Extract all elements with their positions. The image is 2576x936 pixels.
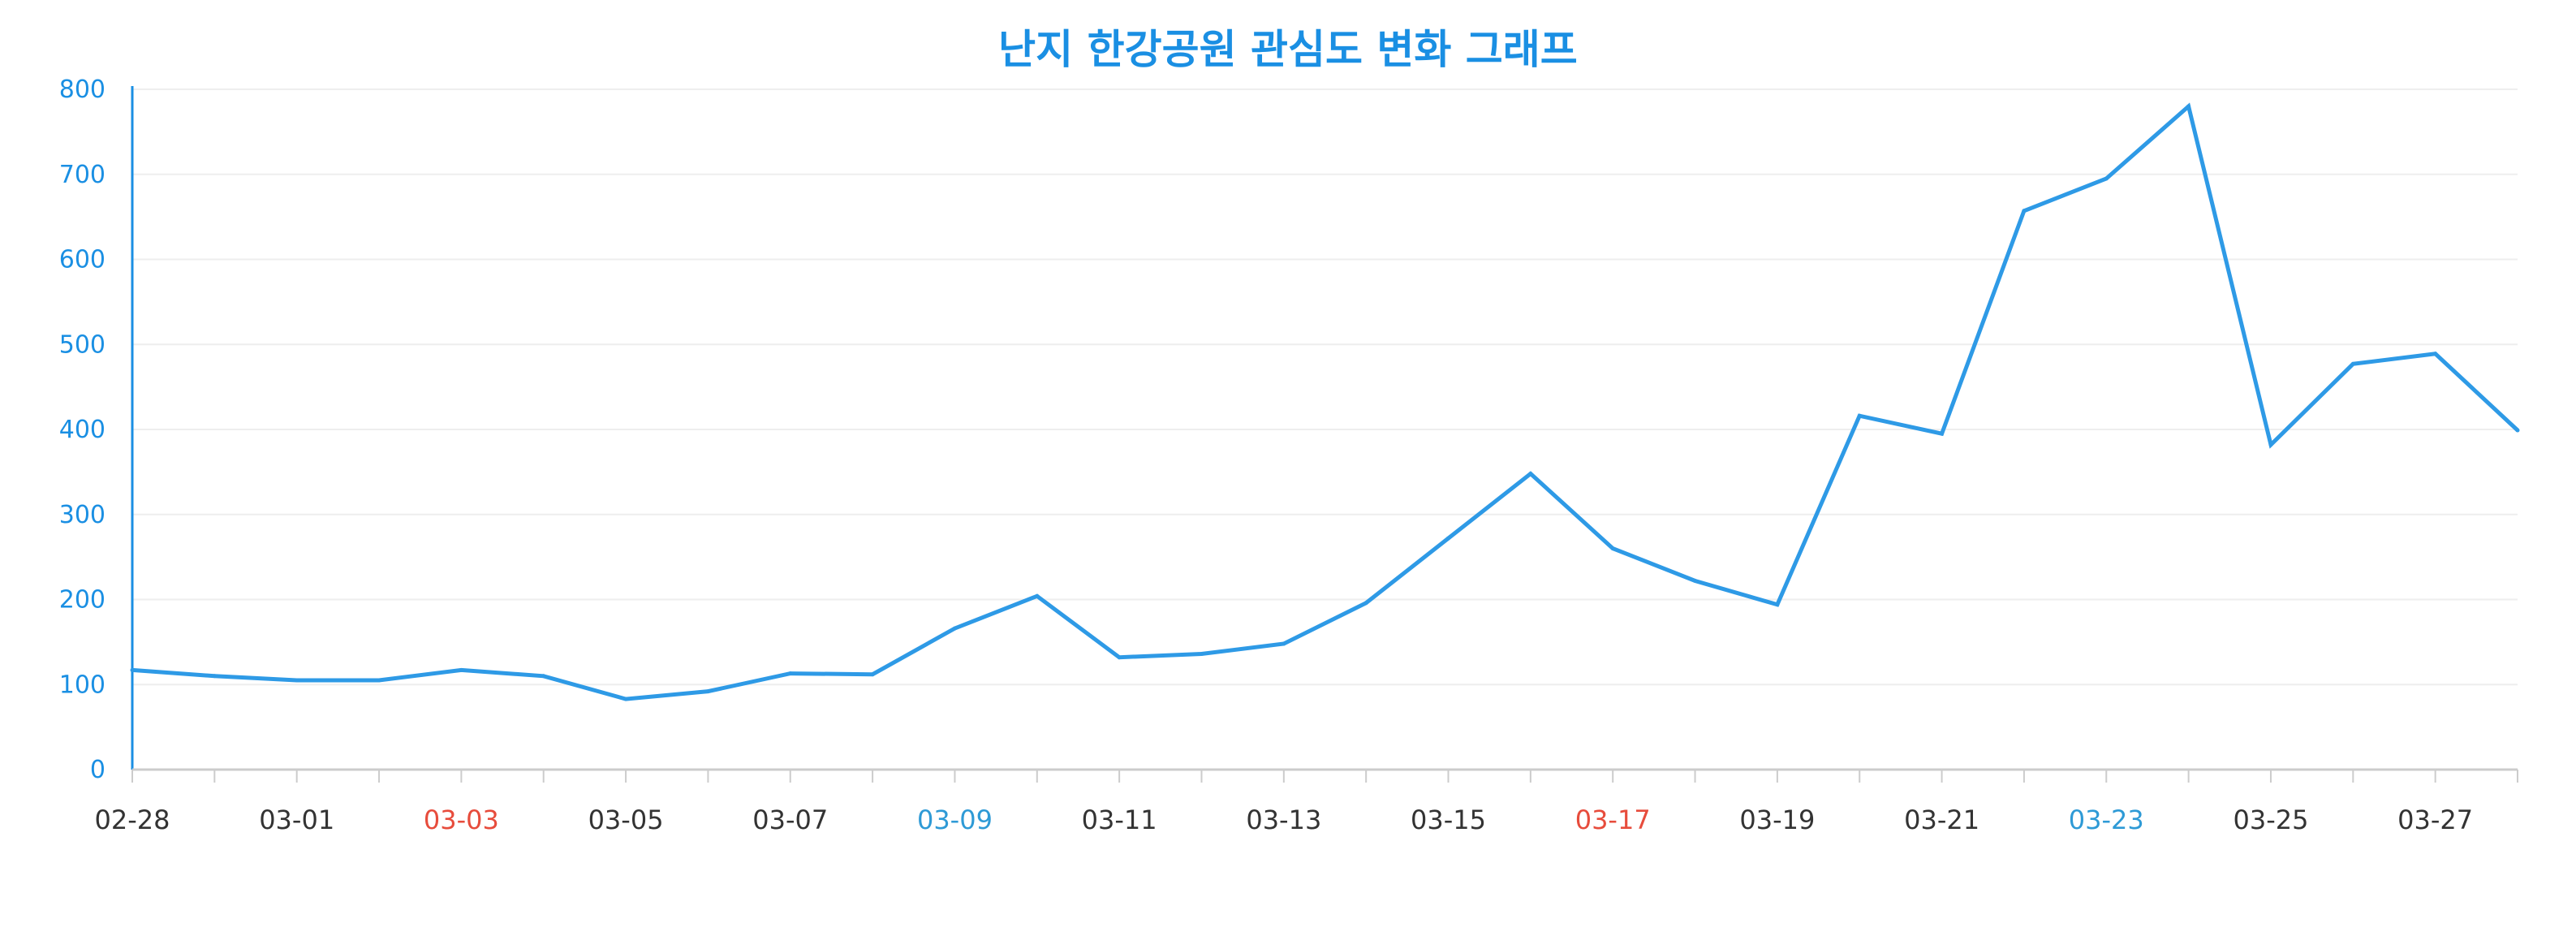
data-point: [2022, 209, 2027, 214]
x-tick-label: 03-07: [752, 804, 828, 835]
data-point: [2186, 104, 2191, 109]
chart-title: 난지 한강공원 관심도 변화 그래프: [998, 26, 1578, 73]
data-point: [1117, 655, 1122, 660]
y-tick-label: 0: [90, 756, 106, 784]
data-point: [2268, 442, 2273, 447]
x-tick-labels: 02-28 03-01 03-03 03-05 03-07 03-09 03-11 03-13…: [95, 804, 2474, 835]
x-tick-label: 03-25: [2233, 804, 2308, 835]
y-tick-labels: 0 100 200 300 400 500 600 700 800: [59, 75, 106, 784]
data-point: [952, 626, 957, 631]
x-tick-label: 03-11: [1082, 804, 1157, 835]
data-point: [1610, 546, 1615, 551]
data-point: [2350, 361, 2355, 366]
x-tick-label: 03-09: [917, 804, 993, 835]
axes: [131, 86, 2518, 783]
data-point: [1528, 471, 1533, 476]
y-tick-label: 700: [59, 161, 106, 189]
y-tick-label: 200: [59, 586, 106, 615]
data-point: [2104, 176, 2109, 181]
y-tick-label: 300: [59, 501, 106, 529]
data-point: [2515, 428, 2520, 433]
x-tick-label: 02-28: [95, 804, 170, 835]
data-point: [295, 678, 299, 683]
data-point: [1693, 578, 1698, 583]
data-point: [1035, 593, 1040, 598]
y-tick-label: 800: [59, 75, 106, 104]
grid-lines: [132, 88, 2518, 686]
data-point: [623, 697, 628, 701]
x-tick-label: 03-05: [588, 804, 664, 835]
data-point: [705, 689, 710, 694]
data-point: [1446, 536, 1451, 541]
y-tick-label: 500: [59, 330, 106, 359]
y-tick-label: 100: [59, 671, 106, 699]
data-point: [1199, 652, 1204, 657]
data-point: [870, 672, 875, 677]
data-point: [788, 671, 793, 676]
x-tick-label: 03-01: [259, 804, 334, 835]
data-point: [2433, 352, 2438, 356]
data-point: [459, 667, 463, 672]
data-point: [1857, 413, 1862, 418]
data-point: [1363, 601, 1368, 606]
x-tick-label: 03-15: [1411, 804, 1486, 835]
x-tick-label: 03-21: [1904, 804, 1979, 835]
data-point: [130, 667, 135, 672]
x-tick-label: 03-13: [1246, 804, 1321, 835]
y-tick-label: 600: [59, 246, 106, 274]
data-point: [1940, 431, 1945, 436]
data-point: [541, 674, 546, 679]
data-point: [1775, 602, 1780, 607]
x-tick-label: 03-17: [1575, 804, 1651, 835]
x-tick-label: 03-19: [1739, 804, 1815, 835]
x-tick-label: 03-03: [424, 804, 499, 835]
x-tick-label: 03-23: [2069, 804, 2144, 835]
series-layer: [130, 102, 2520, 701]
data-point: [377, 678, 381, 683]
data-point: [212, 674, 217, 679]
x-tick-label: 03-27: [2397, 804, 2473, 835]
data-point: [1282, 641, 1286, 646]
y-tick-label: 400: [59, 416, 106, 444]
series-line: [131, 102, 2519, 701]
